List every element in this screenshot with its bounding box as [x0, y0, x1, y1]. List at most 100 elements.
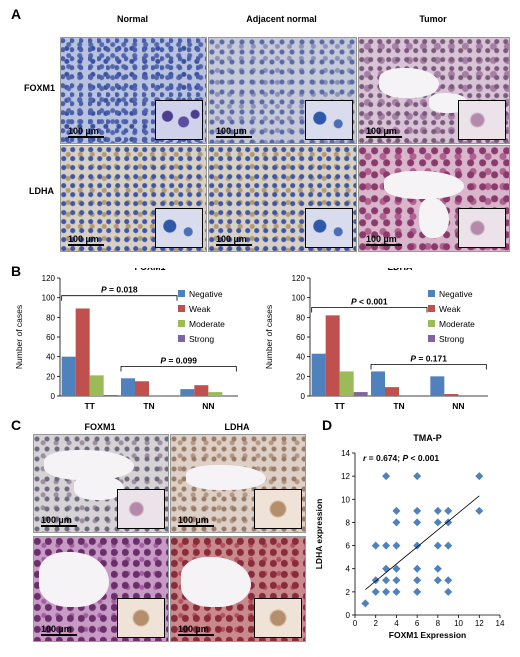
panel-b-charts: FOXM1 0 20 40 60 80 100 120 Number of cases TT TN N…: [14, 268, 488, 411]
y-tick-label: 120: [42, 274, 56, 283]
column-header-tumor: Tumor: [419, 14, 447, 24]
inset-zoom: [254, 598, 302, 638]
inset-zoom: [155, 100, 203, 140]
data-point: [413, 506, 422, 515]
inset-zoom: [117, 598, 165, 638]
panel-label-b: B: [11, 263, 22, 279]
data-point: [361, 599, 370, 608]
y-axis-label: LDHA expression: [314, 499, 324, 570]
bar-chart-ldha: LDHA 0 20 40 60 80 100 120 Number of cases TT TN NN…: [264, 268, 488, 411]
bar-moderate: [149, 395, 163, 396]
data-point: [382, 564, 391, 573]
legend-swatch: [428, 290, 435, 297]
y-tick-label: 100: [292, 294, 306, 303]
p-value-label: P = 0.171: [410, 354, 447, 364]
chart-title: TMA-P: [413, 433, 442, 443]
x-tick-label: 8: [436, 619, 441, 628]
data-point: [392, 587, 401, 596]
y-tick-label: 60: [296, 333, 305, 342]
data-point: [392, 541, 401, 550]
data-point: [392, 506, 401, 515]
bar-weak: [135, 381, 149, 396]
legend-swatch: [178, 320, 185, 327]
scale-bar: 100 µm: [366, 126, 402, 138]
data-point: [433, 506, 442, 515]
inset-zoom: [155, 208, 203, 248]
y-tick-label: 12: [341, 472, 350, 481]
data-point: [413, 564, 422, 573]
p-value-label: P = 0.018: [101, 285, 138, 295]
chart-title: LDHA: [388, 268, 413, 272]
y-tick-label: 60: [46, 333, 55, 342]
y-tick-label: 4: [346, 565, 351, 574]
bar-weak: [75, 308, 90, 396]
y-tick-label: 20: [296, 372, 305, 381]
bar-moderate: [89, 375, 104, 396]
bar-strong: [353, 392, 368, 396]
significance-bracket: [370, 364, 487, 370]
y-tick-label: 120: [292, 274, 306, 283]
bar-moderate: [208, 392, 223, 396]
bar-weak: [325, 315, 340, 396]
inset-zoom: [305, 208, 353, 248]
y-tick-label: 80: [46, 313, 55, 322]
micrograph-foxm1-normal: 100 µm: [60, 37, 207, 144]
y-tick-label: 20: [46, 372, 55, 381]
data-point: [382, 541, 391, 550]
data-point: [444, 506, 453, 515]
column-header-normal: Normal: [116, 14, 148, 24]
gland-lumen: [384, 171, 464, 199]
significance-bracket: [61, 295, 178, 301]
x-category-label: TN: [393, 401, 404, 411]
x-category-label: TT: [334, 401, 345, 411]
y-tick-label: 14: [341, 449, 350, 458]
legend-label: Moderate: [439, 319, 475, 329]
significance-bracket: [311, 307, 428, 313]
row-header-ldha: LDHA: [29, 186, 54, 196]
micrograph-c-foxm1-top: 100 µm: [33, 434, 169, 533]
micrograph-ldha-normal: 100 µm: [60, 145, 207, 252]
gland-lumen: [419, 198, 449, 238]
inset-zoom: [458, 208, 506, 248]
micrograph-c-foxm1-bottom: 100 µm: [33, 536, 169, 642]
scale-bar: 100 µm: [68, 126, 104, 138]
data-point: [382, 472, 391, 481]
data-point: [433, 576, 442, 585]
gland-lumen: [74, 475, 124, 500]
y-tick-label: 10: [341, 495, 350, 504]
column-header-foxm1: FOXM1: [84, 422, 116, 432]
micrograph-foxm1-tumor: 100 µm: [358, 37, 510, 144]
y-tick-label: 0: [51, 392, 56, 401]
data-point: [444, 587, 453, 596]
x-tick-label: 4: [394, 619, 399, 628]
data-point: [444, 541, 453, 550]
panel-d-scatter: TMA-P r = 0.674; P < 0.001 0 2 4 6 8 10 12 14 0 2 4 6…: [314, 433, 505, 640]
bar-negative: [430, 376, 445, 396]
scale-bar: 100 µm: [41, 515, 77, 527]
y-tick-label: 6: [346, 542, 351, 551]
bar-negative: [371, 371, 385, 396]
column-header-adjacent-normal: Adjacent normal: [246, 14, 317, 24]
x-tick-label: 6: [415, 619, 420, 628]
legend-swatch: [178, 290, 185, 297]
micrograph-ldha-tumor: 100 µm: [358, 145, 510, 252]
panel-label-d: D: [322, 417, 333, 433]
micrograph-c-ldha-top: 100 µm: [170, 434, 306, 533]
micrograph-ldha-adjacent-normal: 100 µm: [208, 145, 357, 252]
scale-bar: 100 µm: [68, 234, 104, 246]
legend-label: Negative: [189, 289, 223, 299]
bar-chart-foxm1: FOXM1 0 20 40 60 80 100 120 Number of cases TT TN N…: [14, 268, 238, 411]
chart-title: FOXM1: [134, 268, 165, 272]
x-category-label: TT: [84, 401, 95, 411]
bar-negative: [311, 353, 326, 396]
panel-label-c: C: [11, 417, 22, 433]
gland-lumen: [379, 68, 439, 98]
data-point: [433, 541, 442, 550]
x-axis-label: FOXM1 Expression: [389, 630, 466, 640]
x-tick-label: 12: [475, 619, 484, 628]
bar-strong: [103, 395, 118, 396]
legend-label: Moderate: [189, 319, 225, 329]
x-category-label: NN: [452, 401, 464, 411]
legend-swatch: [428, 335, 435, 342]
y-axis-label: Number of cases: [14, 305, 24, 369]
